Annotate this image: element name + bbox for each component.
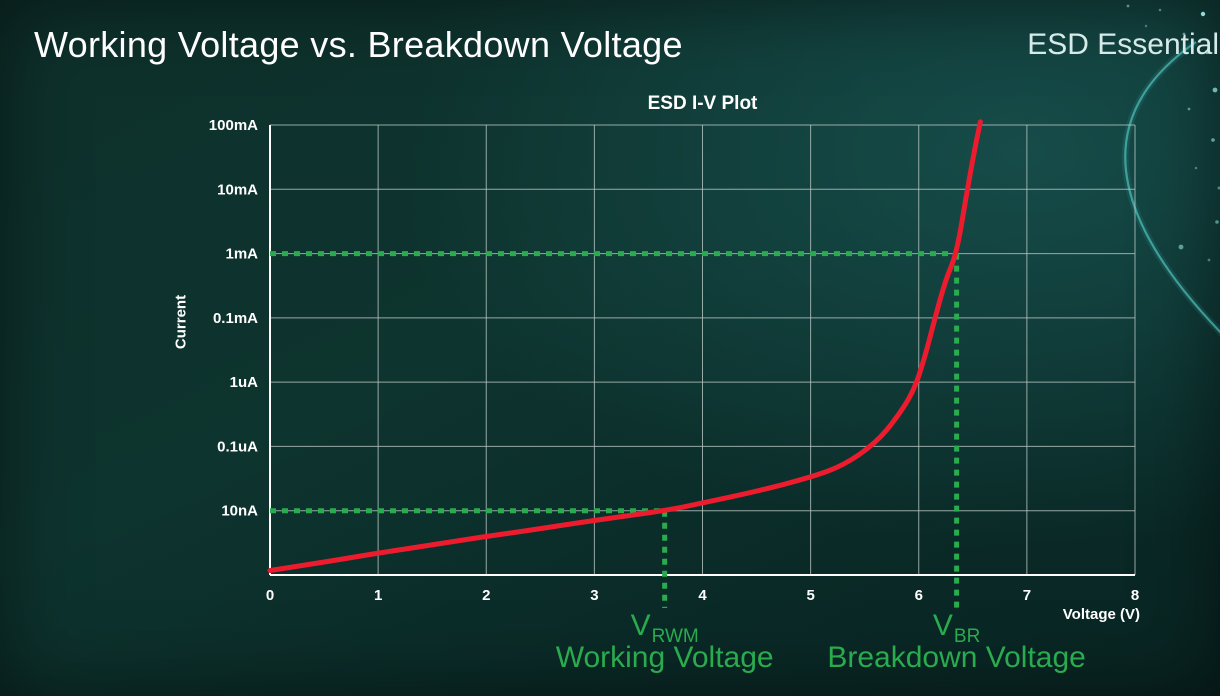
- annotation-dotted-vbr: [270, 251, 960, 608]
- y-axis-title: Current: [172, 294, 190, 350]
- page-title: Working Voltage vs. Breakdown Voltage: [34, 24, 683, 65]
- annotation-caption-vrwm: Working Voltage: [555, 641, 774, 674]
- y-tick-label: 0.1uA: [217, 438, 258, 455]
- annotation-symbol-vrwm: VRWM: [630, 609, 699, 647]
- y-tick-label: 100mA: [209, 117, 258, 134]
- brand-watermark: ESD Essentials: [1027, 28, 1220, 61]
- annotation-symbol-vbr: VBR: [932, 609, 981, 647]
- x-tick-label: 8: [1131, 587, 1139, 604]
- y-tick-label: 1uA: [230, 374, 259, 391]
- x-axis-title: Voltage (V): [1062, 606, 1140, 623]
- y-tick-label: 10mA: [217, 181, 258, 198]
- y-tick-label: 1mA: [225, 246, 258, 263]
- x-tick-label: 4: [698, 587, 707, 604]
- annotation-dotted-vrwm: [270, 508, 668, 608]
- decor-swoosh-glow: [1121, 39, 1220, 337]
- x-tick-label: 1: [374, 587, 382, 604]
- chart-title: ESD I-V Plot: [647, 93, 758, 114]
- x-tick-label: 0: [266, 587, 274, 604]
- x-tick-label: 6: [915, 587, 923, 604]
- x-tick-label: 7: [1023, 587, 1031, 604]
- x-tick-label: 2: [482, 587, 490, 604]
- y-tick-label: 10nA: [221, 503, 258, 520]
- decor-swoosh: [1124, 41, 1220, 334]
- x-tick-label: 3: [590, 587, 598, 604]
- annotation-caption-vbr: Breakdown Voltage: [827, 641, 1086, 674]
- x-tick-label: 5: [806, 587, 814, 604]
- iv-curve: [267, 119, 983, 573]
- y-tick-label: 0.1mA: [213, 310, 258, 327]
